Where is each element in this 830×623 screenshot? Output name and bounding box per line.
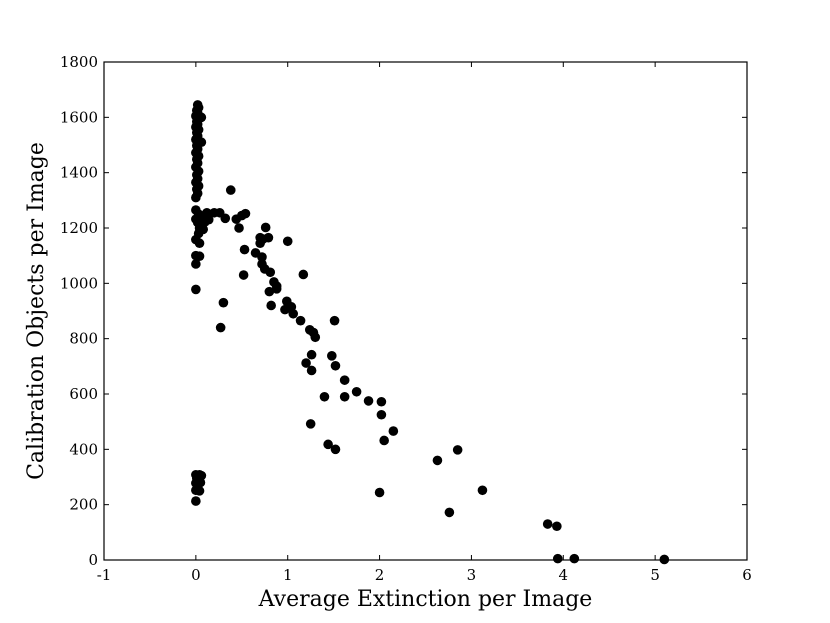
data-point: [295, 315, 306, 326]
y-tick-label: 200: [69, 496, 98, 514]
x-tick-label: 4: [559, 566, 569, 584]
data-point: [477, 485, 488, 496]
y-tick-label: 1200: [60, 219, 98, 237]
data-point: [220, 213, 231, 224]
data-point: [265, 267, 276, 278]
tick-labels: -1 0 1 2 3 4 5 60200400600800100012001400160018…: [60, 53, 752, 584]
x-tick-label: 0: [191, 566, 201, 584]
data-point: [238, 270, 249, 280]
data-point: [376, 396, 387, 407]
data-point: [339, 375, 350, 385]
data-point: [306, 365, 317, 376]
data-point: [280, 304, 290, 315]
x-tick-label: 5: [650, 566, 660, 584]
data-point: [198, 224, 209, 235]
x-axis-label: Average Extinction per Image: [258, 587, 593, 612]
y-tick-label: 400: [69, 440, 98, 458]
data-point: [191, 259, 201, 269]
data-point: [376, 409, 387, 420]
y-tick-label: 800: [69, 330, 98, 348]
data-point: [191, 192, 201, 203]
data-point: [323, 439, 333, 450]
y-tick-label: 1000: [60, 274, 98, 292]
data-point: [374, 487, 385, 498]
y-tick-label: 1400: [60, 164, 98, 182]
data-point: [194, 486, 205, 496]
data-point: [225, 185, 236, 195]
y-axis-label: Calibration Objects per Image: [24, 142, 49, 480]
data-point: [239, 244, 250, 255]
data-point: [363, 396, 374, 406]
data-point: [306, 349, 317, 360]
data-point: [263, 232, 274, 243]
data-point: [379, 435, 389, 446]
data-point: [432, 455, 443, 466]
data-point: [240, 208, 251, 219]
data-point: [552, 521, 562, 532]
y-tick-label: 1600: [60, 108, 98, 126]
data-point: [452, 445, 463, 455]
plot-frame: [103, 61, 748, 561]
y-tick-label: 600: [69, 385, 98, 403]
data-point: [194, 238, 205, 249]
data-point: [310, 332, 321, 343]
data-point: [191, 284, 201, 295]
data-point: [301, 358, 311, 368]
x-tick-label: 3: [467, 566, 477, 584]
data-point: [194, 251, 205, 262]
x-tick-label: 1: [283, 566, 293, 584]
data-point: [305, 419, 316, 429]
data-points: [191, 100, 670, 565]
y-tick-label: 0: [88, 551, 98, 569]
data-point: [329, 315, 340, 326]
data-point: [271, 284, 282, 294]
data-point: [388, 426, 399, 436]
data-point: [260, 222, 271, 233]
data-point: [288, 308, 299, 319]
data-point: [327, 351, 337, 361]
data-point: [298, 269, 309, 280]
data-point: [444, 507, 455, 518]
data-point: [234, 223, 244, 233]
data-point: [330, 360, 341, 371]
x-tick-label: 2: [375, 566, 385, 584]
data-point: [257, 252, 267, 262]
data-point: [339, 391, 350, 402]
x-tick-label: -1: [97, 566, 112, 584]
data-point: [266, 300, 276, 311]
data-point: [282, 236, 293, 247]
data-point: [215, 322, 226, 333]
data-point: [191, 496, 201, 506]
data-point: [542, 519, 553, 529]
data-point: [264, 286, 275, 297]
data-point: [218, 297, 229, 308]
data-point: [203, 214, 214, 225]
data-point: [569, 553, 580, 564]
data-point: [255, 238, 265, 249]
y-tick-label: 1800: [60, 53, 98, 71]
data-point: [319, 391, 330, 402]
x-tick-label: 6: [742, 566, 752, 584]
data-point: [552, 553, 563, 564]
data-point: [330, 444, 341, 455]
data-point: [351, 386, 362, 397]
